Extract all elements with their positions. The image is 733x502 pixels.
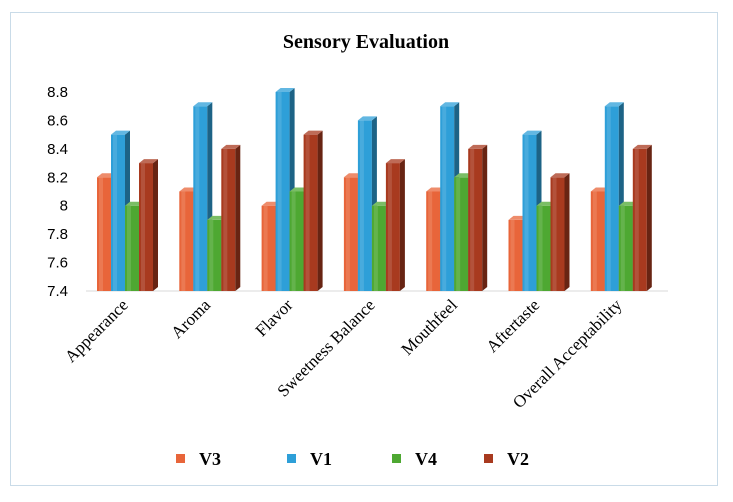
legend-item-v2: V2 — [484, 449, 529, 469]
legend-label: V2 — [507, 449, 529, 469]
y-tick-label: 7.4 — [47, 283, 68, 300]
y-tick-label: 8 — [60, 198, 68, 215]
legend-label: V1 — [310, 449, 332, 469]
bar-v2 — [385, 159, 405, 291]
x-tick-label: Flavor — [252, 295, 297, 340]
y-tick-label: 8.2 — [47, 169, 68, 186]
legend-label: V4 — [415, 449, 437, 469]
bar-v2 — [303, 130, 323, 291]
x-tick-label: Appearance — [61, 295, 132, 366]
legend-swatch — [176, 454, 185, 463]
bar-v2 — [221, 144, 241, 291]
legend-item-v4: V4 — [392, 449, 437, 469]
bars — [97, 88, 652, 291]
chart-title: Sensory Evaluation — [283, 31, 449, 53]
y-tick-label: 8.4 — [47, 141, 68, 158]
legend: V3 V1 V4 V2 — [176, 449, 529, 469]
x-tick-label: Mouthfeel — [398, 295, 462, 359]
y-tick-label: 8.8 — [47, 84, 68, 101]
x-tick-label: Aftertaste — [482, 295, 543, 356]
legend-swatch — [287, 454, 296, 463]
y-tick-label: 7.8 — [47, 226, 68, 243]
y-tick-label: 8.6 — [47, 112, 68, 129]
legend-swatch — [392, 454, 401, 463]
y-axis: 7.4 7.6 7.8 8 8.2 8.4 8.6 8.8 — [47, 84, 68, 300]
legend-swatch — [484, 454, 493, 463]
legend-item-v3: V3 — [176, 449, 221, 469]
bar-v2 — [550, 173, 570, 291]
legend-item-v1: V1 — [287, 449, 332, 469]
x-tick-label: Aroma — [167, 295, 214, 342]
legend-label: V3 — [199, 449, 221, 469]
bar-v2 — [468, 144, 488, 291]
bar-v2 — [139, 159, 158, 291]
bar-v2 — [632, 144, 652, 291]
y-tick-label: 7.6 — [47, 255, 68, 272]
